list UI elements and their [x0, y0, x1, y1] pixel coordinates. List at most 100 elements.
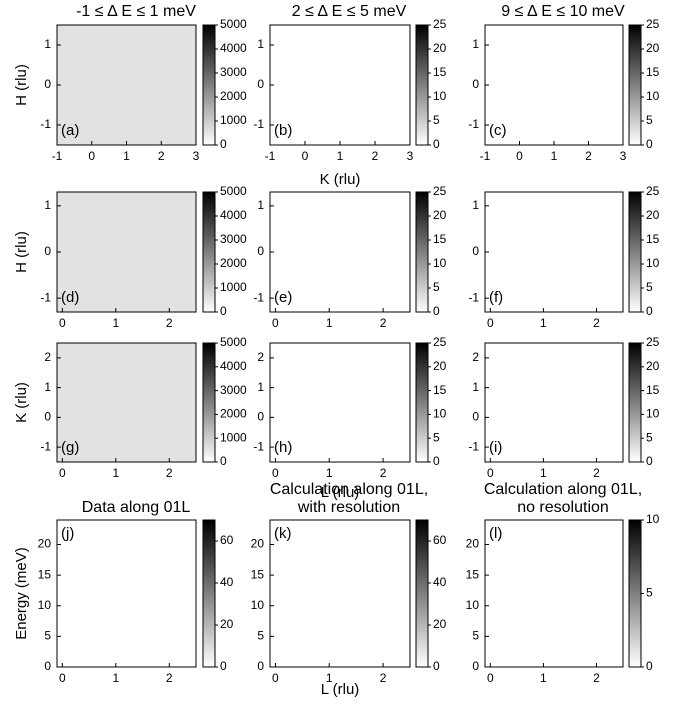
panel-label: (g): [61, 439, 79, 456]
x-tick-label: 1: [326, 671, 333, 685]
colorbar: [628, 191, 642, 313]
colorbar-tick-label: 15: [433, 383, 447, 397]
x-tick-label: 2: [158, 149, 165, 163]
colorbar-tick-label: 20: [220, 617, 234, 631]
panel-title: 2 ≤ Δ E ≤ 5 meV: [292, 3, 407, 20]
plot-area: [269, 519, 411, 668]
panel-title: with resolution: [297, 499, 400, 516]
x-tick-label: 1: [112, 466, 119, 480]
x-axis-label: L (rlu): [321, 484, 360, 501]
colorbar-tick-label: 10: [646, 89, 660, 103]
x-tick-label: 2: [166, 671, 173, 685]
colorbar-tick-label: 25: [646, 335, 660, 349]
y-tick-label: 1: [472, 380, 479, 394]
x-tick-label: 1: [337, 149, 344, 163]
colorbar-tick-label: 5000: [220, 335, 247, 349]
colorbar-tick-label: 20: [433, 617, 447, 631]
colorbar-tick-label: 5: [646, 280, 653, 294]
y-tick-label: -1: [40, 117, 51, 131]
colorbar-tick-label: 1000: [220, 430, 247, 444]
x-tick-label: 2: [380, 671, 387, 685]
y-axis-label: Energy (meV): [13, 547, 30, 640]
y-tick-label: 0: [44, 77, 51, 91]
x-tick-label: -1: [52, 149, 63, 163]
colorbar: [202, 191, 216, 313]
panel-label: (c): [489, 122, 507, 139]
y-tick-label: 1: [257, 380, 264, 394]
colorbar-tick-label: 0: [220, 659, 227, 673]
colorbar: [415, 191, 429, 313]
x-tick-label: 2: [593, 671, 600, 685]
x-tick-label: 1: [540, 466, 547, 480]
y-tick-label: -1: [253, 439, 264, 453]
colorbar-tick-label: 15: [646, 232, 660, 246]
colorbar-tick-label: 3000: [220, 65, 247, 79]
colorbar-tick-label: 15: [646, 383, 660, 397]
colorbar-tick-label: 3000: [220, 232, 247, 246]
colorbar-tick-label: 10: [646, 256, 660, 270]
y-tick-label: 0: [257, 244, 264, 258]
colorbar-tick-label: 0: [433, 137, 440, 151]
colorbar-tick-label: 10: [433, 407, 447, 421]
y-tick-label: 1: [472, 37, 479, 51]
colorbar-tick-label: 0: [433, 659, 440, 673]
x-tick-label: 3: [620, 149, 627, 163]
colorbar-tick-label: 2000: [220, 89, 247, 103]
colorbar-tick-label: 0: [646, 304, 653, 318]
y-tick-label: 20: [466, 537, 480, 551]
y-tick-label: 1: [257, 37, 264, 51]
y-tick-label: 0: [472, 244, 479, 258]
colorbar-tick-label: 0: [646, 137, 653, 151]
colorbar-tick-label: 20: [646, 359, 660, 373]
y-tick-label: 10: [38, 598, 52, 612]
y-tick-label: 1: [257, 198, 264, 212]
y-tick-label: 1: [44, 37, 51, 51]
x-tick-label: 1: [551, 149, 558, 163]
x-tick-label: 0: [88, 149, 95, 163]
panel-label: (a): [61, 122, 79, 139]
colorbar: [415, 24, 429, 146]
plot-area: [56, 342, 197, 463]
colorbar: [415, 342, 429, 463]
colorbar-tick-label: 2000: [220, 256, 247, 270]
y-tick-label: 15: [251, 567, 265, 581]
colorbar-tick-label: 60: [433, 533, 447, 547]
panel-label: (e): [274, 289, 292, 306]
x-tick-label: 1: [112, 671, 119, 685]
colorbar-tick-label: 0: [220, 137, 227, 151]
colorbar-tick-label: 10: [433, 256, 447, 270]
x-tick-label: 3: [407, 149, 414, 163]
x-tick-label: 1: [326, 316, 333, 330]
y-tick-label: 2: [44, 350, 51, 364]
colorbar-tick-label: 15: [433, 65, 447, 79]
y-tick-label: 15: [466, 567, 480, 581]
plot-area: [484, 24, 624, 146]
y-tick-label: 1: [44, 380, 51, 394]
x-tick-label: -1: [265, 149, 276, 163]
y-tick-label: 1: [472, 198, 479, 212]
colorbar-tick-label: 20: [433, 359, 447, 373]
x-tick-label: 1: [540, 671, 547, 685]
colorbar-tick-label: 10: [646, 407, 660, 421]
colorbar-tick-label: 15: [646, 65, 660, 79]
y-tick-label: -1: [253, 117, 264, 131]
panel-title: 9 ≤ Δ E ≤ 10 meV: [501, 3, 625, 20]
y-tick-label: 0: [472, 77, 479, 91]
x-tick-label: 0: [487, 671, 494, 685]
y-tick-label: 15: [38, 567, 52, 581]
y-tick-label: -1: [468, 117, 479, 131]
panel-label: (i): [489, 439, 502, 456]
y-tick-label: 0: [257, 410, 264, 424]
plot-area: [56, 24, 197, 146]
colorbar-tick-label: 5: [433, 113, 440, 127]
panel-title: Calculation along 01L,: [484, 481, 642, 498]
y-tick-label: 10: [251, 598, 265, 612]
x-tick-label: 2: [380, 316, 387, 330]
colorbar-tick-label: 5000: [220, 17, 247, 31]
y-tick-label: 20: [251, 537, 265, 551]
y-tick-label: 0: [44, 659, 51, 673]
colorbar: [628, 519, 642, 668]
colorbar-tick-label: 40: [220, 575, 234, 589]
x-tick-label: 1: [123, 149, 130, 163]
plot-area: [269, 342, 411, 463]
